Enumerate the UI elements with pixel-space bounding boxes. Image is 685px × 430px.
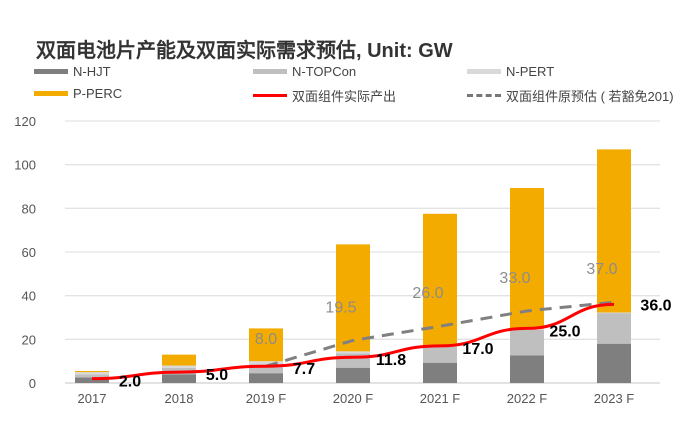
actual-line — [91, 302, 615, 381]
legend-item-n-pert: N-PERT — [467, 64, 554, 79]
forecast-data-label: 19.5 — [325, 299, 356, 316]
legend-label: 双面组件原预估 ( 若豁免201) — [506, 89, 674, 104]
bar-segment-n-topcon — [597, 313, 631, 344]
x-tick-label: 2018 — [165, 391, 194, 406]
bar-segment-n-hjt — [423, 362, 457, 383]
x-tick-label: 2017 — [78, 391, 107, 406]
forecast-data-label: 33.0 — [499, 270, 530, 287]
forecast-data-label: 8.0 — [255, 331, 277, 348]
bar-segment-n-topcon — [75, 374, 109, 378]
actual-data-label: 7.7 — [293, 361, 315, 378]
y-tick-label: 60 — [22, 245, 36, 260]
x-tick-label: 2023 F — [594, 391, 635, 406]
bar-segment-p-perc — [75, 370, 109, 373]
legend-label: N-TOPCon — [292, 64, 357, 79]
bar-segment-p-perc — [336, 244, 370, 352]
bar-segment-n-pert — [162, 365, 196, 368]
bar-segment-p-perc — [249, 328, 283, 362]
y-tick-label: 0 — [29, 376, 36, 391]
y-tick-label: 40 — [22, 289, 36, 304]
bar-segment-n-topcon — [510, 329, 544, 356]
forecast-data-label: 26.0 — [412, 285, 443, 302]
actual-data-label: 17.0 — [462, 341, 493, 358]
actual-data-label: 36.0 — [640, 297, 671, 314]
legend-label: N-HJT — [73, 64, 111, 79]
bar-segment-n-pert — [336, 351, 370, 354]
x-tick-label: 2021 F — [420, 391, 461, 406]
bar-segment-n-pert — [249, 361, 283, 365]
bar-segment-n-pert — [597, 312, 631, 314]
bar-segment-p-perc — [423, 213, 457, 346]
bar-segment-n-hjt — [510, 355, 544, 383]
legend-item-n-topcon: N-TOPCon — [253, 64, 356, 79]
legend-item-actual: 双面组件实际产出 — [253, 86, 396, 105]
bar-segment-n-hjt — [249, 373, 283, 383]
legend-label: N-PERT — [506, 64, 555, 79]
y-tick-label: 80 — [22, 201, 36, 216]
x-tick-label: 2022 F — [507, 391, 548, 406]
bar-segment-n-hjt — [597, 343, 631, 383]
y-tick-label: 100 — [14, 158, 36, 173]
bar-segment-n-hjt — [75, 377, 109, 383]
y-tick-label: 20 — [22, 332, 36, 347]
x-tick-label: 2020 F — [333, 391, 374, 406]
bar-segment-n-topcon — [249, 364, 283, 374]
bar-segment-n-topcon — [423, 346, 457, 363]
actual-data-label: 11.8 — [376, 352, 406, 369]
bar-segment-p-perc — [597, 149, 631, 313]
legend-item-n-hjt: N-HJT — [34, 64, 111, 79]
y-tick-label: 120 — [14, 114, 36, 129]
actual-data-label: 2.0 — [119, 374, 141, 391]
forecast-data-label: 37.0 — [586, 261, 617, 278]
actual-data-label: 25.0 — [549, 323, 580, 340]
actual-data-label: 5.0 — [206, 367, 228, 384]
bar-segment-p-perc — [162, 354, 196, 366]
bar-segment-p-perc — [510, 188, 544, 329]
bar-segment-n-hjt — [336, 367, 370, 383]
legend-item-forecast: 双面组件原预估 ( 若豁免201) — [467, 86, 674, 105]
legend-item-p-perc: P-PERC — [34, 86, 122, 101]
bar-segment-n-pert — [75, 372, 109, 375]
legend-label: 双面组件实际产出 — [292, 89, 397, 104]
chart-title: 双面电池片产能及双面实际需求预估, Unit: GW — [36, 40, 453, 62]
bar-segment-n-hjt — [162, 374, 196, 383]
forecast-line — [265, 300, 615, 368]
x-tick-label: 2019 F — [246, 391, 287, 406]
legend-label: P-PERC — [73, 86, 123, 101]
